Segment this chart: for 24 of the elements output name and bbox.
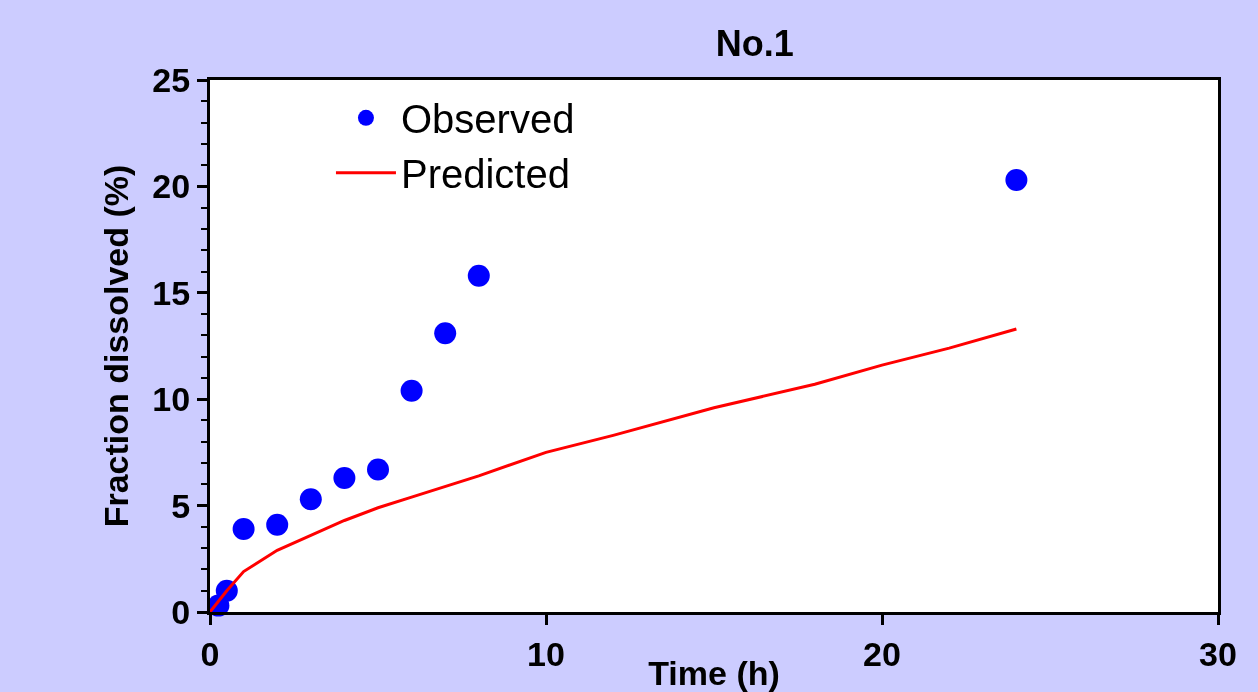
x-tick-label: 10 <box>527 634 565 673</box>
x-tick-label: 0 <box>200 634 220 673</box>
x-tick-label: 20 <box>863 634 901 673</box>
y-tick-label: 15 <box>152 273 191 312</box>
y-tick-label: 5 <box>171 486 191 525</box>
x-tick-label: 30 <box>1199 634 1237 673</box>
y-tick-label: 10 <box>152 380 191 419</box>
point <box>266 513 289 536</box>
legend-label: Predicted <box>400 152 570 197</box>
point <box>367 458 389 481</box>
y-tick-label: 25 <box>152 60 191 99</box>
y-tick-label: 0 <box>171 592 191 631</box>
point <box>333 466 356 489</box>
point <box>232 518 255 540</box>
point <box>400 379 423 402</box>
y-tick-label: 20 <box>152 167 191 206</box>
y-axis-title: Fraction dissolved (%) <box>96 164 135 528</box>
x-axis-title: Time (h) <box>648 654 780 692</box>
point <box>1005 169 1028 192</box>
point <box>434 322 457 345</box>
point <box>467 264 490 287</box>
point <box>299 488 322 511</box>
chart-title: No.1 <box>715 23 794 65</box>
legend-label: Observed <box>400 97 575 142</box>
